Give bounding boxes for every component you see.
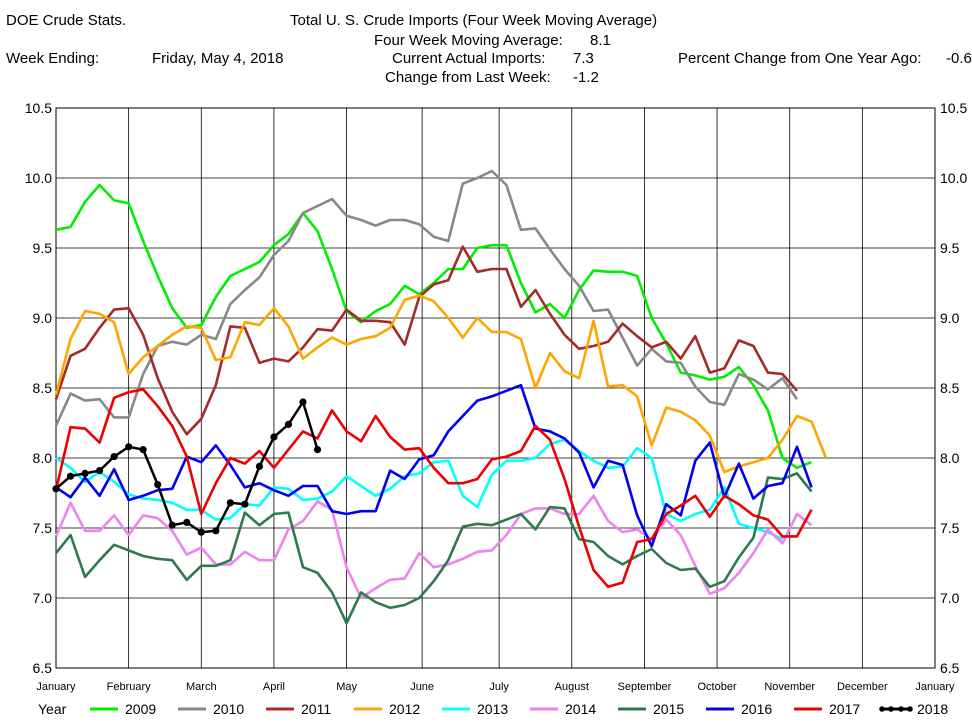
series-point-2018 — [81, 469, 89, 477]
change-label: Change from Last Week: — [385, 69, 551, 86]
x-tick-label: August — [555, 681, 589, 693]
y-tick-label-left: 6.5 — [33, 660, 53, 676]
x-tick-label: October — [697, 681, 736, 693]
legend-label-2018: 2018 — [917, 701, 948, 717]
series-point-2018 — [183, 518, 191, 527]
legend-marker-2018 — [879, 706, 885, 712]
y-tick-label-left: 8.5 — [33, 380, 53, 396]
legend-label-2011: 2011 — [301, 701, 331, 717]
series-line-2015 — [54, 472, 813, 625]
x-tick-label: December — [837, 681, 888, 693]
x-tick-label: May — [336, 681, 357, 693]
y-tick-label-left: 9.5 — [33, 240, 53, 256]
series-point-2018 — [313, 446, 322, 454]
x-tick-label: November — [764, 681, 815, 693]
week-ending-value: Friday, May 4, 2018 — [152, 50, 284, 67]
series-point-2018 — [52, 485, 60, 493]
legend-label-2012: 2012 — [389, 701, 420, 717]
series-line-2009 — [55, 183, 812, 470]
pct-change-label: Percent Change from One Year Ago: — [678, 50, 922, 67]
series-point-2018 — [270, 433, 278, 441]
series-point-2018 — [197, 528, 205, 536]
current-imports-label: Current Actual Imports: — [392, 50, 546, 67]
y-tick-label-left: 9.0 — [33, 310, 53, 326]
x-tick-label: April — [263, 681, 285, 693]
series-line-2013 — [55, 438, 784, 541]
pct-change-value: -0.6 — [946, 50, 972, 67]
series-point-2018 — [226, 499, 234, 507]
y-tick-label-right: 7.5 — [940, 520, 960, 536]
app-title: DOE Crude Stats. — [6, 12, 127, 29]
y-tick-label-right: 7.0 — [940, 590, 960, 606]
y-tick-label-left: 10.0 — [25, 170, 52, 186]
x-tick-label: February — [107, 681, 152, 693]
series-point-2018 — [154, 481, 162, 489]
series-point-2018 — [66, 472, 75, 480]
y-tick-label-right: 9.5 — [940, 240, 960, 256]
series-line-2012 — [54, 294, 828, 474]
series-point-2018 — [255, 462, 264, 470]
series-line-2011 — [54, 245, 798, 436]
current-imports-value: 7.3 — [573, 50, 594, 67]
y-tick-label-left: 10.5 — [25, 100, 52, 116]
y-tick-label-right: 8.5 — [940, 380, 960, 396]
legend-label-2015: 2015 — [653, 701, 684, 717]
y-tick-label-left: 8.0 — [33, 450, 53, 466]
series-line-2017 — [54, 388, 813, 589]
y-tick-label-right: 6.5 — [940, 660, 960, 676]
x-tick-label: September — [618, 681, 672, 693]
legend-label-2017: 2017 — [829, 701, 860, 717]
series-point-2018 — [125, 443, 133, 451]
legend-marker-2018 — [907, 706, 913, 712]
series-point-2018 — [299, 398, 307, 406]
y-tick-label-left: 7.0 — [33, 590, 53, 606]
legend-label-2009: 2009 — [125, 701, 156, 717]
x-tick-label: July — [489, 681, 509, 693]
legend-marker-2018 — [888, 706, 894, 712]
x-tick-label: January — [915, 681, 955, 693]
moving-avg-value: 8.1 — [590, 32, 611, 49]
change-value: -1.2 — [573, 69, 599, 86]
legend-label-2014: 2014 — [565, 701, 596, 717]
y-tick-label-right: 10.5 — [940, 100, 967, 116]
legend-title: Year — [38, 701, 67, 717]
series-point-2018 — [110, 453, 118, 461]
x-tick-label: March — [186, 681, 217, 693]
series-line-2016 — [55, 383, 813, 548]
x-tick-label: June — [410, 681, 434, 693]
series-point-2018 — [168, 521, 176, 529]
y-tick-label-right: 8.0 — [940, 450, 960, 466]
series-point-2018 — [241, 500, 249, 508]
legend-label-2010: 2010 — [213, 701, 244, 717]
week-ending-label: Week Ending: — [6, 50, 100, 67]
x-tick-label: January — [36, 681, 76, 693]
y-tick-label-left: 7.5 — [33, 520, 53, 536]
series-point-2018 — [139, 446, 147, 454]
series-point-2018 — [212, 527, 220, 535]
y-tick-label-right: 9.0 — [940, 310, 960, 326]
legend-label-2016: 2016 — [741, 701, 772, 717]
series-line-2010 — [54, 169, 799, 427]
y-tick-label-right: 10.0 — [940, 170, 967, 186]
series-point-2018 — [284, 420, 293, 428]
legend-label-2013: 2013 — [477, 701, 508, 717]
legend-marker-2018 — [898, 706, 904, 712]
series-line-2014 — [54, 494, 813, 600]
series-point-2018 — [95, 467, 104, 475]
moving-avg-label: Four Week Moving Average: — [374, 32, 563, 49]
chart-title: Total U. S. Crude Imports (Four Week Mov… — [290, 12, 658, 29]
